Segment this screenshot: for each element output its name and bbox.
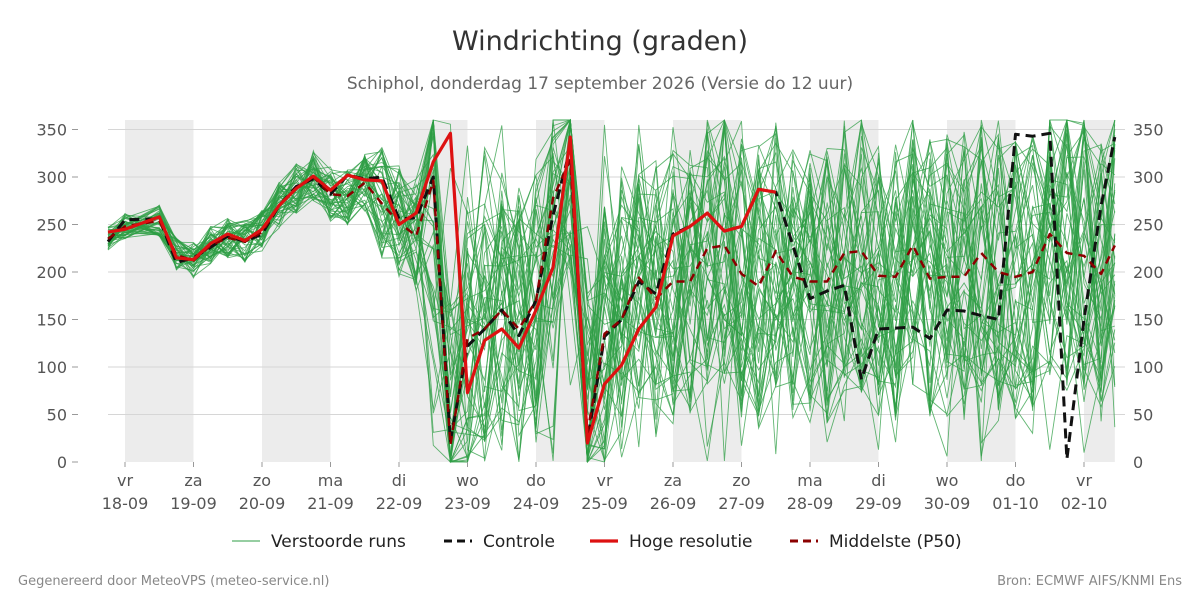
chart-legend: Verstoorde runs Controle Hoge resolutie Mid… [232,532,962,552]
perturbed-run-line [107,119,1115,462]
x-tick-day-label: wo [456,471,479,490]
chart-subtitle: Schiphol, donderdag 17 september 2026 (V… [347,74,853,94]
y-tick-label-right: 300 [1133,168,1164,187]
x-tick-day-label: do [1006,471,1026,490]
y-tick-label-left: 150 [36,311,67,330]
y-tick-label-right: 350 [1133,121,1164,140]
x-tick-date-label: 29-09 [855,494,902,513]
x-tick-day-label: vr [1076,471,1092,490]
y-axis-right: 0 50 100 150 200 250 300 350 [1133,121,1164,473]
perturbed-run-line [107,156,1116,426]
y-tick-label-left: 250 [36,216,67,235]
x-tick-day-label: di [871,471,886,490]
main-series-group [106,131,1117,461]
x-tick-date-label: 26-09 [650,494,697,513]
series-line-hoge-resolutie [107,131,777,445]
y-tick-label-left: 200 [36,263,67,282]
perturbed-run-line [107,119,1116,463]
legend-label: Controle [483,532,555,552]
y-tick-label-right: 200 [1133,263,1164,282]
y-tick-label-left: 0 [57,453,67,472]
x-tick-day-label: za [184,471,202,490]
y-tick-label-right: 0 [1133,453,1143,472]
x-tick-day-label: ma [797,471,822,490]
x-tick-day-label: vr [117,471,133,490]
x-tick-date-label: 22-09 [376,494,423,513]
perturbed-run-line [107,119,1116,463]
chart-title: Windrichting (graden) [452,26,748,57]
x-tick-date-label: 27-09 [718,494,765,513]
x-tick-date-label: 18-09 [102,494,149,513]
x-tick-date-label: 28-09 [787,494,834,513]
x-tick-day-label: di [392,471,407,490]
perturbed-run-line [107,120,1116,463]
y-tick-label-right: 150 [1133,311,1164,330]
x-tick-day-label: za [664,471,682,490]
perturbed-run-line [107,119,1116,463]
x-tick-date-label: 30-09 [924,494,971,513]
x-tick-date-label: 23-09 [444,494,491,513]
x-tick-date-label: 01-10 [992,494,1039,513]
perturbed-runs-group [107,118,1116,464]
x-tick-day-label: zo [253,471,271,490]
perturbed-run-line [107,119,1116,464]
x-tick-day-label: vr [596,471,612,490]
legend-label: Middelste (P50) [829,532,962,552]
x-tick-date-label: 25-09 [581,494,628,513]
x-tick-date-label: 02-10 [1061,494,1108,513]
y-tick-label-right: 50 [1133,406,1153,425]
x-tick-day-label: ma [318,471,343,490]
perturbed-run-line [107,148,1116,463]
footer-generated-by: Gegenereerd door MeteoVPS (meteo-service… [18,574,329,589]
y-tick-label-right: 250 [1133,216,1164,235]
footer-source: Bron: ECMWF AIFS/KNMI Ens [997,574,1182,589]
x-tick-day-label: zo [732,471,750,490]
perturbed-run-line [107,119,1116,463]
x-tick-date-label: 20-09 [239,494,286,513]
x-tick-date-label: 19-09 [170,494,217,513]
x-tick-date-label: 24-09 [513,494,560,513]
y-tick-label-right: 100 [1133,358,1164,377]
x-tick-day-label: do [526,471,546,490]
y-tick-label-left: 50 [47,406,67,425]
y-tick-label-left: 100 [36,358,67,377]
x-tick-day-label: wo [936,471,959,490]
legend-label: Hoge resolutie [629,532,753,552]
y-tick-label-left: 300 [36,168,67,187]
shaded-day-band [125,120,194,462]
perturbed-run-line [107,119,1116,441]
perturbed-run-line [107,119,1116,463]
x-tick-date-label: 21-09 [307,494,354,513]
y-tick-label-left: 350 [36,121,67,140]
legend-label: Verstoorde runs [271,532,406,552]
x-axis: vr 18-09 za 19-09 zo 20-09 ma 21-09 di 22-09 wo 23-… [102,462,1108,513]
perturbed-run-line [107,118,1116,464]
y-axis-left: 0 50 100 150 200 250 300 350 [36,121,78,472]
